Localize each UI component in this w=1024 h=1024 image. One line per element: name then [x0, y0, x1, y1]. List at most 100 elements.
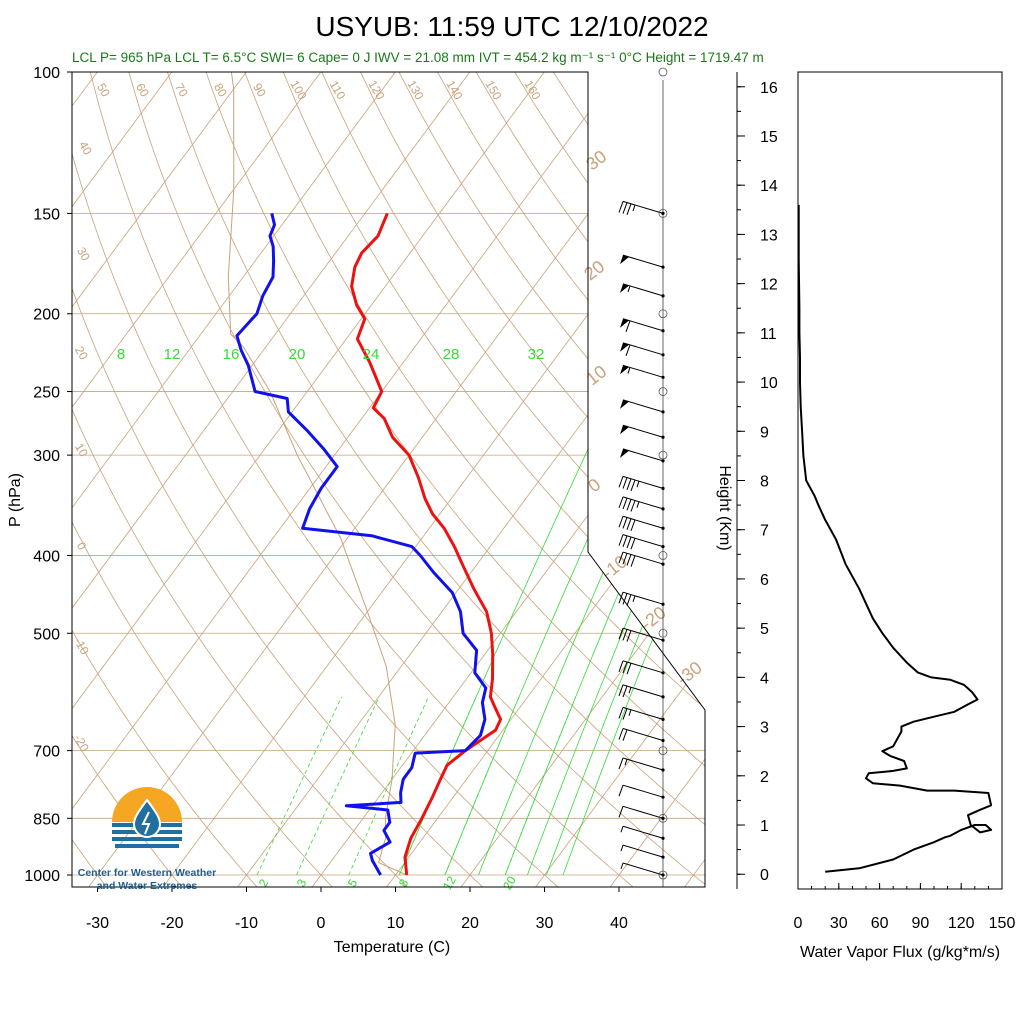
barb-staff: [622, 399, 664, 413]
isotherm-line: [72, 72, 396, 887]
barb-flag: [620, 448, 629, 458]
barb-station-dot: [661, 638, 665, 642]
mixing-ratio-label: 28: [443, 346, 460, 363]
mixing-ratio-line: [256, 696, 343, 876]
dry-adiabat-line: [244, 72, 705, 887]
barb-staff: [622, 660, 664, 674]
dry-adiabat-line: [167, 72, 705, 887]
barb-full: [618, 660, 624, 672]
mixing-ratio-label: 24: [363, 346, 380, 363]
barb-staff: [622, 424, 664, 438]
barb-station-dot: [661, 873, 665, 877]
mixing-ratio-label: 20: [289, 346, 306, 363]
barb-station-dot: [661, 717, 665, 721]
barb-staff: [622, 706, 664, 720]
barb-flag: [620, 255, 629, 265]
dry-adiabat-label: 30: [74, 245, 93, 264]
dry-adiabat-line: [398, 72, 705, 887]
barb-full: [626, 536, 632, 549]
dry-adiabat-line: [72, 72, 489, 887]
isotherm-line: [72, 72, 173, 887]
barb-station-dot: [661, 738, 665, 743]
barb-full: [618, 592, 624, 604]
barb-full: [630, 519, 636, 532]
x-tick-label: 10: [387, 915, 405, 932]
dry-adiabat-line: [475, 72, 705, 887]
barb-station-dot: [661, 526, 665, 530]
mixing-ratio-line: [296, 696, 380, 876]
barb-full: [622, 685, 628, 698]
mixing-ratio-line: [398, 362, 629, 876]
barb-flag: [620, 283, 629, 293]
dry-adiabat-label: 70: [172, 81, 191, 100]
barb-full: [630, 538, 636, 550]
x-tick-label: -10: [235, 915, 258, 932]
height-tick-label: 0: [760, 867, 769, 884]
height-tick-label: 6: [760, 572, 769, 589]
barb-station-dot: [661, 671, 665, 675]
dry-adiabat-line: [72, 72, 187, 887]
barb-full: [618, 201, 624, 213]
barb-full: [630, 555, 636, 567]
barb-full: [618, 628, 624, 640]
dry-adiabat-label: 110: [327, 78, 349, 102]
barb-full: [618, 476, 624, 488]
x-tick-label: -20: [160, 915, 183, 932]
barb-flag: [620, 342, 629, 352]
dewpoint-trace: [235, 213, 488, 876]
flux-tick-label: 90: [912, 915, 930, 932]
dry-adiabat-line: [708, 72, 1024, 892]
isotherm-line: [606, 72, 705, 887]
y-tick-label: 1000: [24, 868, 60, 885]
x-axis-title: Temperature (C): [334, 939, 450, 956]
barb-full: [626, 478, 632, 490]
isotherm-line: [72, 72, 545, 887]
barb-full: [626, 630, 632, 642]
height-tick-label: 13: [760, 227, 778, 244]
barb-ring: [658, 309, 668, 319]
barb-full: [622, 517, 628, 529]
y-tick-label: 500: [33, 626, 60, 643]
y-tick-label: 700: [33, 744, 60, 761]
barb-station-dot: [661, 836, 665, 840]
y-tick-label: 300: [33, 448, 60, 465]
barb-staff: [622, 591, 664, 605]
barb-station-dot: [661, 329, 665, 333]
barb-flag: [620, 425, 629, 435]
barb-half: [632, 204, 636, 212]
dry-adiabat-label: 60: [133, 81, 152, 100]
barb-half: [636, 501, 640, 508]
barb-staff: [622, 684, 664, 698]
wind-barb: [618, 496, 665, 512]
barb-station-dot: [661, 410, 665, 414]
barb-staff: [622, 844, 664, 858]
isotherm-line: [308, 72, 705, 887]
barb-station-dot: [661, 375, 665, 379]
barb-station-dot: [661, 435, 665, 439]
barb-station-dot: [661, 795, 665, 799]
dry-adiabat-line: [72, 72, 564, 887]
wind-barb: [618, 200, 665, 216]
barb-full: [622, 708, 628, 720]
height-tick-label: 5: [760, 621, 769, 638]
isotherm-line: [72, 72, 471, 887]
barb-station-dot: [661, 486, 665, 490]
barb-full: [622, 629, 628, 641]
wind-barb: [618, 475, 665, 492]
barb-full: [625, 320, 631, 333]
flux-tick-label: 30: [830, 915, 848, 932]
barb-staff: [622, 862, 664, 876]
isotherm-line: [72, 72, 322, 887]
isotherm-label: 0: [584, 474, 604, 496]
isotherm-line: [755, 72, 1024, 892]
dry-adiabat-line: [128, 72, 705, 887]
dry-adiabat-label: 120: [365, 78, 387, 103]
barb-full: [618, 516, 624, 528]
barb-full: [626, 518, 632, 530]
height-tick-label: 8: [760, 474, 769, 491]
barb-station-dot: [661, 602, 665, 606]
flux-tick-label: 150: [989, 915, 1016, 932]
barb-full: [622, 202, 628, 214]
